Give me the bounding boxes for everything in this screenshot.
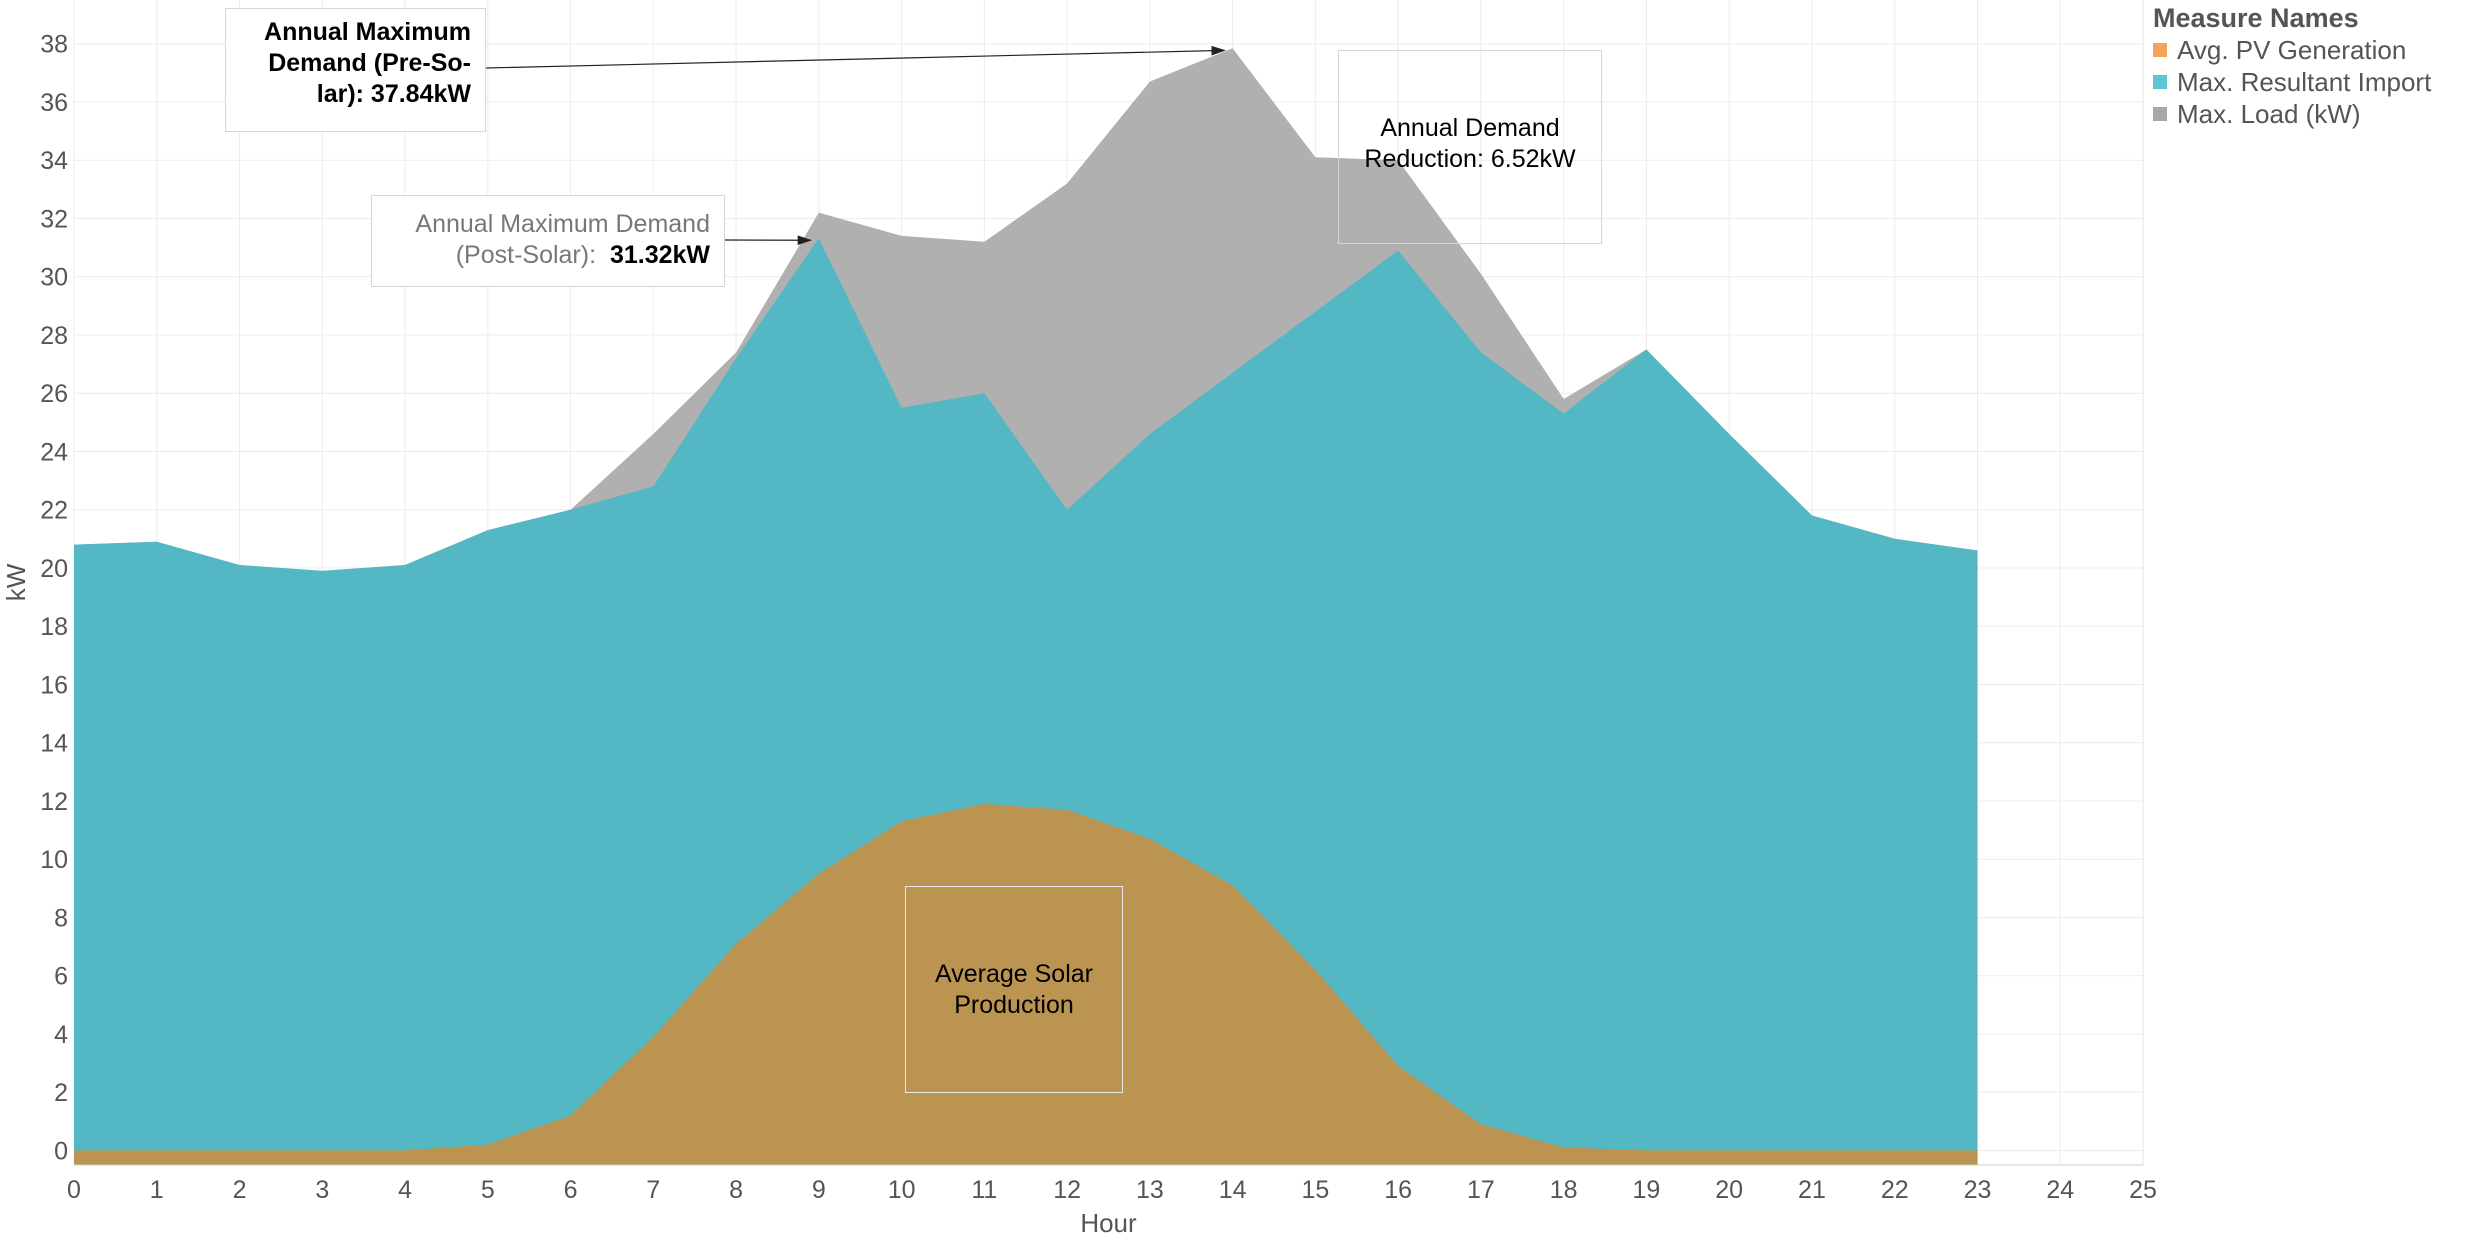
- y-tick-label: 22: [40, 497, 68, 525]
- x-tick-label: 10: [888, 1176, 916, 1204]
- x-tick-label: 20: [1715, 1176, 1743, 1204]
- x-tick-label: 14: [1219, 1176, 1247, 1204]
- x-tick-label: 24: [2046, 1176, 2074, 1204]
- y-tick-label: 32: [40, 205, 68, 233]
- x-tick-label: 8: [729, 1176, 743, 1204]
- annotation-pre-solar-max: Annual Maximum Demand (Pre-So- lar): 37.…: [225, 8, 486, 132]
- x-tick-label: 6: [564, 1176, 578, 1204]
- annotation-post-solar-max: Annual Maximum Demand (Post-Solar): 31.3…: [371, 195, 725, 287]
- legend-swatch-load: [2153, 107, 2167, 121]
- annotation-pre-line-3: lar): 37.84kW: [316, 80, 471, 108]
- x-tick-label: 7: [646, 1176, 660, 1204]
- legend-item-import[interactable]: Max. Resultant Import: [2153, 66, 2463, 98]
- annotation-post-prefix: (Post-Solar):: [455, 241, 597, 269]
- x-tick-label: 19: [1633, 1176, 1661, 1204]
- annotation-post-value: 31.32kW: [609, 241, 710, 269]
- y-tick-label: 38: [40, 31, 68, 59]
- y-tick-label: 2: [54, 1079, 68, 1107]
- x-tick-label: 23: [1964, 1176, 1992, 1204]
- x-tick-label: 22: [1881, 1176, 1909, 1204]
- y-tick-label: 20: [40, 555, 68, 583]
- x-tick-label: 0: [67, 1176, 81, 1204]
- x-tick-label: 18: [1550, 1176, 1578, 1204]
- y-tick-label: 24: [40, 438, 68, 466]
- y-tick-label: 26: [40, 380, 68, 408]
- x-tick-label: 25: [2129, 1176, 2157, 1204]
- y-tick-label: 34: [40, 147, 68, 175]
- y-tick-label: 30: [40, 264, 68, 292]
- area-series-1: [74, 238, 1978, 1165]
- y-tick-label: 10: [40, 846, 68, 874]
- annotation-reduction-line-2: Reduction: 6.52kW: [1364, 145, 1576, 173]
- y-axis-label: kW: [1, 563, 31, 601]
- x-tick-label: 21: [1798, 1176, 1826, 1204]
- y-tick-label: 12: [40, 788, 68, 816]
- y-tick-label: 8: [54, 904, 68, 932]
- x-tick-label: 13: [1136, 1176, 1164, 1204]
- x-tick-label: 15: [1301, 1176, 1329, 1204]
- annotation-post-line-1: Annual Maximum Demand: [415, 210, 710, 238]
- legend-item-pv[interactable]: Avg. PV Generation: [2153, 34, 2463, 66]
- y-tick-label: 4: [54, 1021, 68, 1049]
- x-tick-label: 17: [1467, 1176, 1495, 1204]
- x-tick-label: 9: [812, 1176, 826, 1204]
- x-tick-label: 3: [315, 1176, 329, 1204]
- x-tick-label: 12: [1053, 1176, 1081, 1204]
- annotation-post-line-2: (Post-Solar): 31.32kW: [382, 240, 710, 271]
- y-tick-label: 16: [40, 671, 68, 699]
- x-tick-label: 4: [398, 1176, 412, 1204]
- y-tick-label: 36: [40, 89, 68, 117]
- annotation-solar-line-2: Production: [954, 991, 1074, 1019]
- annotation-demand-reduction: Annual Demand Reduction: 6.52kW: [1338, 50, 1602, 244]
- x-tick-label: 1: [150, 1176, 164, 1204]
- legend-item-load[interactable]: Max. Load (kW): [2153, 98, 2463, 130]
- legend-swatch-pv: [2153, 43, 2167, 57]
- x-tick-label: 2: [233, 1176, 247, 1204]
- annotation-average-solar: Average Solar Production: [905, 886, 1123, 1093]
- y-tick-label: 6: [54, 963, 68, 991]
- y-tick-label: 0: [54, 1137, 68, 1165]
- x-axis-label: Hour: [1080, 1208, 1137, 1238]
- area-series-2: [74, 803, 1978, 1165]
- annotation-pre-line-1: Annual Maximum: [264, 18, 471, 46]
- annotation-arrow-pre: [485, 45, 1226, 69]
- x-tick-label: 5: [481, 1176, 495, 1204]
- y-tick-label: 28: [40, 322, 68, 350]
- y-tick-label: 18: [40, 613, 68, 641]
- annotation-solar-line-1: Average Solar: [935, 960, 1093, 988]
- legend-title: Measure Names: [2153, 3, 2359, 33]
- x-tick-label: 11: [971, 1176, 997, 1204]
- x-tick-label: 16: [1384, 1176, 1412, 1204]
- legend-label-pv: Avg. PV Generation: [2177, 34, 2407, 65]
- annotation-pre-line-2: Demand (Pre-So-: [268, 49, 471, 77]
- legend: Measure Names Avg. PV Generation Max. Re…: [2153, 2, 2463, 130]
- y-tick-label: 14: [40, 730, 68, 758]
- legend-swatch-import: [2153, 75, 2167, 89]
- annotation-reduction-line-1: Annual Demand: [1380, 114, 1560, 142]
- legend-label-import: Max. Resultant Import: [2177, 66, 2432, 97]
- legend-label-load: Max. Load (kW): [2177, 98, 2361, 129]
